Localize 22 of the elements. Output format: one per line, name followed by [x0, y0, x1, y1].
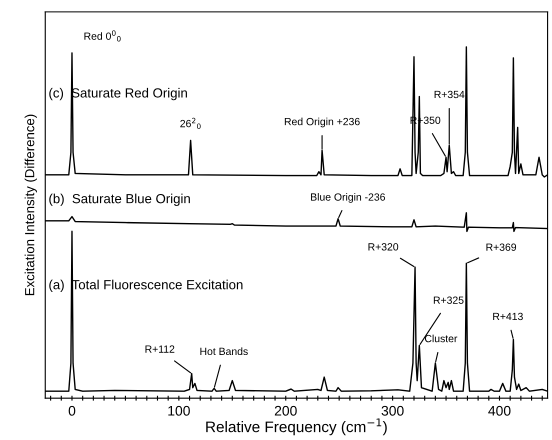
annotation: R+369	[486, 243, 516, 251]
series-label: (c) Saturate Red Origin	[49, 88, 187, 100]
x-tick-label: 400	[488, 406, 511, 416]
x-axis-title: Relative Frequency (cm$^{−1}$)	[206, 418, 387, 436]
y-axis-title: Excitation Intensity (Difference)	[24, 114, 37, 296]
x-tick-label: 200	[274, 406, 297, 416]
annotation: Cluster	[424, 334, 458, 342]
annotation: R+354	[434, 90, 464, 98]
annotation: Red 0$^{0}$$_{0}$	[84, 30, 121, 42]
annotation: Red Origin +236	[284, 118, 360, 128]
annotation: 26$^{2}$$_{0}$	[180, 118, 201, 129]
x-tick-label: 0	[68, 406, 76, 416]
x-tick-label: 300	[382, 406, 404, 416]
annotation: R+320	[368, 243, 398, 251]
annotation: Hot Bands	[200, 347, 248, 356]
annotation: R+413	[493, 312, 523, 320]
series-label: (b) Saturate Blue Origin	[49, 194, 190, 206]
annotation: R+325	[434, 296, 464, 304]
annotation: R+112	[145, 345, 174, 353]
annotation: Blue Origin -236	[311, 193, 386, 203]
series-label: (a) Total Fluorescence Excitation	[49, 280, 242, 292]
x-tick-label: 100	[168, 406, 190, 416]
